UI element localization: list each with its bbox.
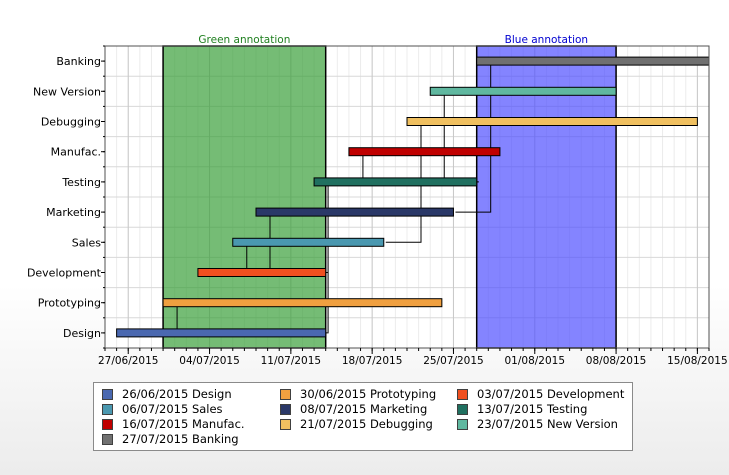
x-tick-label: 04/07/2015 bbox=[179, 355, 240, 367]
legend-swatch bbox=[280, 403, 291, 415]
legend-item: 06/07/2015 Sales bbox=[102, 402, 223, 416]
x-tick-label: 18/07/2015 bbox=[342, 355, 403, 367]
legend-item: 08/07/2015 Marketing bbox=[280, 402, 427, 416]
y-tick-label: New Version bbox=[33, 85, 101, 98]
annotation-label: Blue annotation bbox=[505, 34, 588, 46]
legend-item: 13/07/2015 Testing bbox=[457, 402, 587, 416]
legend-item: 16/07/2015 Manufac. bbox=[102, 417, 245, 431]
task-bar bbox=[406, 117, 698, 126]
x-tick-label: 27/06/2015 bbox=[98, 355, 159, 367]
x-tick-label: 25/07/2015 bbox=[423, 355, 484, 367]
legend-swatch bbox=[280, 418, 291, 430]
legend-label: 27/07/2015 Banking bbox=[122, 432, 239, 446]
legend-label: 06/07/2015 Sales bbox=[122, 402, 223, 416]
y-tick-label: Testing bbox=[61, 176, 101, 189]
x-tick-label: 15/08/2015 bbox=[667, 355, 728, 367]
legend-label: 08/07/2015 Marketing bbox=[300, 402, 428, 416]
y-tick-label: Manufac. bbox=[51, 146, 101, 159]
task-bar bbox=[313, 177, 478, 187]
legend-item: 03/07/2015 Development bbox=[457, 387, 624, 401]
legend-label: 21/07/2015 Debugging bbox=[300, 417, 433, 431]
y-tick-label: Marketing bbox=[46, 206, 101, 219]
legend-swatch bbox=[102, 418, 113, 430]
y-tick-label: Sales bbox=[72, 236, 102, 249]
legend-label: 03/07/2015 Development bbox=[477, 387, 625, 401]
legend-item: 26/06/2015 Design bbox=[102, 387, 232, 401]
legend-label: 26/06/2015 Design bbox=[122, 387, 232, 401]
y-tick-label: Banking bbox=[56, 55, 101, 68]
y-tick-label: Prototyping bbox=[38, 297, 101, 310]
task-bar bbox=[162, 298, 443, 308]
task-bar bbox=[429, 86, 617, 96]
legend-swatch bbox=[457, 388, 468, 400]
legend-swatch bbox=[457, 403, 468, 415]
annotation-band bbox=[162, 45, 327, 349]
legend-item: 23/07/2015 New Version bbox=[457, 417, 618, 431]
x-tick-label: 08/08/2015 bbox=[586, 355, 647, 367]
annotation-band bbox=[475, 45, 617, 349]
task-bar bbox=[476, 56, 710, 66]
legend-swatch bbox=[102, 403, 113, 415]
x-tick-label: 01/08/2015 bbox=[505, 355, 566, 367]
task-bar bbox=[232, 237, 385, 247]
legend-swatch bbox=[102, 388, 113, 400]
y-tick-label: Development bbox=[27, 267, 102, 280]
legend-item: 30/06/2015 Prototyping bbox=[280, 387, 436, 401]
task-bar bbox=[116, 328, 327, 338]
y-tick-label: Design bbox=[63, 327, 101, 340]
x-tick-label: 11/07/2015 bbox=[261, 355, 322, 367]
legend-item: 27/07/2015 Banking bbox=[102, 432, 239, 446]
legend-item: 21/07/2015 Debugging bbox=[280, 417, 433, 431]
task-bar bbox=[348, 147, 501, 157]
legend-label: 16/07/2015 Manufac. bbox=[122, 417, 245, 431]
legend-swatch bbox=[457, 418, 468, 430]
legend-swatch bbox=[280, 388, 291, 400]
task-bar bbox=[255, 207, 454, 217]
legend-label: 13/07/2015 Testing bbox=[477, 402, 588, 416]
annotation-label: Green annotation bbox=[198, 34, 290, 46]
legend-label: 23/07/2015 New Version bbox=[477, 417, 618, 431]
y-tick-label: Debugging bbox=[41, 116, 101, 129]
legend-label: 30/06/2015 Prototyping bbox=[300, 387, 437, 401]
task-bar bbox=[197, 268, 327, 277]
legend-swatch bbox=[102, 433, 113, 445]
legend: 26/06/2015 Design 30/06/2015 Prototyping 0… bbox=[93, 382, 633, 451]
